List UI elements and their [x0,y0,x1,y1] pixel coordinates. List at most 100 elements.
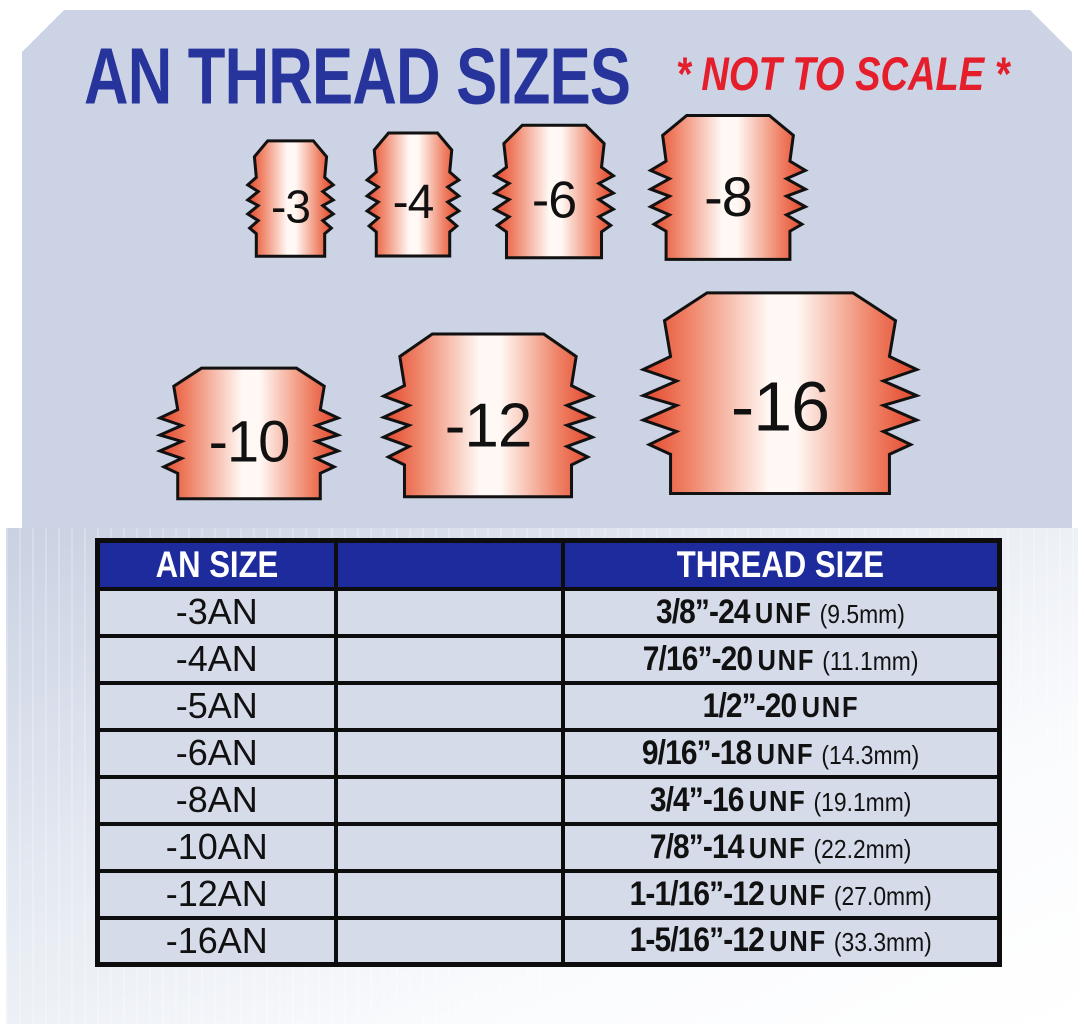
table-row: -8AN 3/4”-16 UNF (19.1mm) [95,774,1002,826]
an-size-value: -5AN [175,685,258,726]
page-title: AN THREAD SIZES [84,30,631,121]
thread-fraction: 1-5/16”-12 [629,921,765,960]
fitting-3: -3 [243,138,338,260]
thread-size-value: 3/4”-16 UNF (19.1mm) [650,781,912,820]
an-size-cell: -3AN [95,586,338,638]
thread-size-value: 1-5/16”-12 UNF (33.3mm) [629,921,932,961]
thread-size-cell: 3/4”-16 UNF (19.1mm) [560,774,1002,826]
thread-size-value: 7/16”-20 UNF (11.1mm) [643,640,919,679]
thread-size-value: 1/2”-20 UNF [702,687,859,726]
an-size-value: -12AN [165,873,268,914]
thread-standard: UNF [748,832,807,865]
an-size-value: -6AN [175,732,258,773]
fitting-shape [150,365,348,503]
empty-cell [333,821,565,873]
empty-cell [333,680,565,732]
an-size-cell: -12AN [95,868,338,920]
table-row: -12AN 1-1/16”-12 UNF (27.0mm) [95,868,1002,920]
fitting-6: -6 [488,122,620,262]
an-size-value: -10AN [165,826,268,867]
thread-size-value: 7/8”-14 UNF (22.2mm) [650,828,912,867]
thread-fraction: 7/16”-20 [642,639,753,678]
thread-size-cell: 3/8”-24 UNF (9.5mm) [560,586,1002,638]
thread-fraction: 3/8”-24 [656,592,751,631]
thread-fraction: 1-1/16”-12 [629,874,765,913]
thread-fraction: 1/2”-20 [702,686,797,725]
table-row: -10AN 7/8”-14 UNF (22.2mm) [95,821,1002,873]
an-size-header: AN SIZE [95,538,338,591]
fitting-8: -8 [642,112,814,264]
thread-size-value: 3/8”-24 UNF (9.5mm) [656,593,905,632]
thread-standard: UNF [757,644,816,677]
fitting-10: -10 [150,365,348,503]
thread-standard: UNF [769,879,827,912]
fitting-label: -6 [531,171,577,230]
fitting-label: -16 [730,367,830,446]
empty-cell [333,774,565,826]
fitting-label: -8 [704,165,753,229]
thread-size-cell: 1/2”-20 UNF [560,680,1002,732]
fitting-4: -4 [362,130,464,260]
thread-standard: UNF [755,597,813,630]
fitting-label: -10 [208,409,291,475]
an-size-cell: -8AN [95,774,338,826]
an-size-value: -16AN [165,919,268,961]
thread-fraction: 9/16”-18 [642,733,752,772]
fitting-shape [243,138,338,260]
thread-standard: UNF [769,926,827,959]
empty-cell [333,727,565,779]
fitting-shape [628,288,932,500]
empty-cell [333,586,565,638]
empty-cell [333,915,565,967]
fitting-label: -3 [271,180,311,233]
table-header-row: AN SIZE THREAD SIZE [95,538,1002,591]
thread-size-cell: 7/16”-20 UNF (11.1mm) [560,633,1002,685]
an-size-value: -4AN [175,638,258,679]
thread-fraction: 3/4”-16 [649,780,745,819]
fitting-label: -4 [392,175,435,229]
an-size-cell: -4AN [95,633,338,685]
an-size-cell: -16AN [95,915,338,967]
thread-size-value: 9/16”-18 UNF (14.3mm) [642,734,919,773]
middle-header [333,538,565,591]
thread-standard: UNF [748,785,807,818]
thread-standard: UNF [756,738,815,771]
table-body: -3AN 3/8”-24 UNF (9.5mm) -4AN 7/16”-20 UNF (11.… [95,586,1002,967]
thread-size-header: THREAD SIZE [560,538,1002,591]
table-row: -3AN 3/8”-24 UNF (9.5mm) [95,586,1002,638]
fitting-shape [488,122,620,262]
fitting-shape [362,130,464,260]
table-row: -6AN 9/16”-18 UNF (14.3mm) [95,727,1002,779]
thread-mm-equivalent: (14.3mm) [821,739,920,770]
thread-mm-equivalent: (27.0mm) [833,880,932,911]
thread-mm-equivalent: (9.5mm) [820,598,906,629]
thread-size-cell: 9/16”-18 UNF (14.3mm) [560,727,1002,779]
an-size-table: AN SIZE THREAD SIZE -3AN 3/8”-24 UNF (9.5mm… [95,538,1002,967]
thread-size-cell: 1-1/16”-12 UNF (27.0mm) [560,868,1002,920]
table-row: -4AN 7/16”-20 UNF (11.1mm) [95,633,1002,685]
an-size-cell: -5AN [95,680,338,732]
an-size-value: -3AN [175,591,258,632]
thread-mm-equivalent: (11.1mm) [822,645,919,676]
empty-cell [333,633,565,685]
table-row: -16AN 1-5/16”-12 UNF (33.3mm) [95,915,1002,967]
thread-mm-equivalent: (19.1mm) [813,786,912,817]
fitting-shape [372,330,604,502]
thread-fraction: 7/8”-14 [649,827,745,866]
an-size-cell: -6AN [95,727,338,779]
fitting-label: -12 [444,391,533,461]
fitting-12: -12 [372,330,604,502]
thread-size-cell: 7/8”-14 UNF (22.2mm) [560,821,1002,873]
not-to-scale-note: * NOT TO SCALE * [676,47,1010,100]
thread-mm-equivalent: (33.3mm) [833,927,932,958]
table-row: -5AN 1/2”-20 UNF [95,680,1002,732]
thread-standard: UNF [801,691,860,724]
fitting-shape [642,112,814,264]
thread-mm-equivalent: (22.2mm) [813,833,912,864]
fitting-16: -16 [628,288,932,500]
empty-cell [333,868,565,920]
thread-size-cell: 1-5/16”-12 UNF (33.3mm) [560,915,1002,967]
thread-size-value: 1-1/16”-12 UNF (27.0mm) [630,875,932,914]
an-size-value: -8AN [175,779,258,820]
